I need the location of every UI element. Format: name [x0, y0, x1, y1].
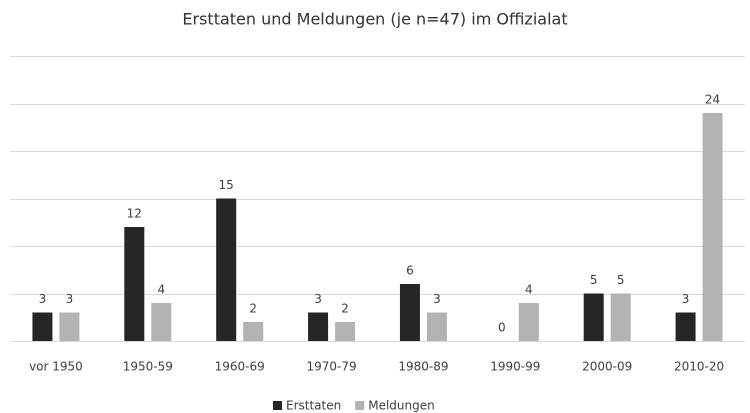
data-label: 15: [219, 178, 234, 192]
legend-label: Meldungen: [368, 399, 435, 413]
bar: [426, 312, 447, 341]
legend-label: Ersttaten: [286, 399, 341, 413]
bar: [308, 312, 329, 341]
bar: [32, 312, 53, 341]
bar: [243, 322, 264, 341]
bar: [335, 322, 356, 341]
x-tick-label: 1950-59: [123, 360, 173, 374]
bar: [702, 113, 723, 341]
bar: [59, 312, 80, 341]
data-label: 2: [249, 302, 257, 316]
data-label: 3: [433, 292, 441, 306]
legend-swatch: [355, 401, 365, 410]
bar: [151, 303, 172, 341]
data-label: 3: [66, 292, 74, 306]
data-label: 4: [525, 283, 533, 297]
x-tick-label: 2010-20: [674, 360, 724, 374]
data-label: 0: [498, 321, 506, 335]
bar: [675, 312, 696, 341]
bar: [518, 303, 539, 341]
x-tick-label: 1990-99: [490, 360, 540, 374]
data-label: 4: [157, 283, 165, 297]
x-tick-label: 1980-89: [398, 360, 448, 374]
data-label: 6: [406, 264, 414, 278]
bar: [124, 227, 145, 341]
x-tick-label: 1970-79: [306, 360, 356, 374]
bar: [216, 198, 237, 341]
data-label: 5: [617, 273, 625, 287]
data-label: 2: [341, 302, 349, 316]
data-label: 3: [314, 292, 322, 306]
legend-swatch: [273, 401, 282, 410]
data-label: 3: [682, 292, 690, 306]
data-label: 3: [39, 292, 47, 306]
data-label: 24: [705, 93, 720, 107]
x-tick-label: 1960-69: [215, 360, 265, 374]
x-tick-label: vor 1950: [29, 360, 83, 374]
x-tick-label: 2000-09: [582, 360, 632, 374]
bar: [610, 293, 631, 341]
chart-title: Ersttaten und Meldungen (je n=47) im Off…: [182, 10, 567, 29]
bar: [583, 293, 604, 341]
data-label: 5: [590, 273, 598, 287]
data-label: 12: [127, 207, 142, 221]
bar: [399, 284, 420, 341]
